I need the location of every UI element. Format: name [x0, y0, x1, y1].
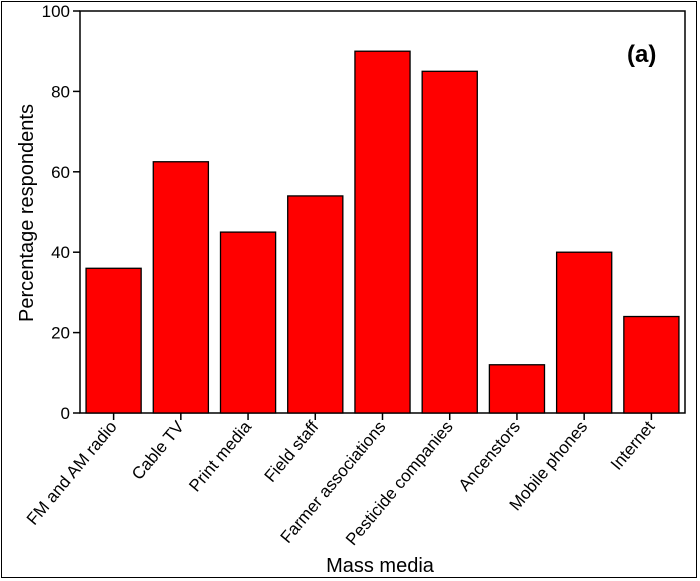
bar: [287, 195, 344, 414]
x-tick-label: Field staff: [261, 417, 323, 486]
bar: [219, 231, 277, 414]
bar: [152, 161, 210, 414]
bar: [85, 267, 142, 414]
y-axis-title: Percentage respondents: [16, 104, 38, 322]
y-tick-label: 40: [51, 243, 70, 262]
y-tick-label: 0: [61, 404, 70, 423]
bars: [85, 50, 680, 414]
x-axis-title: Mass media: [326, 555, 435, 577]
y-tick-label: 20: [51, 324, 70, 343]
bar: [354, 50, 411, 414]
bar: [421, 70, 478, 414]
x-tick-label: Cable TV: [128, 417, 188, 484]
x-tick-label: Internet: [607, 417, 659, 474]
bar: [488, 364, 546, 414]
x-tick-label: Print media: [185, 417, 255, 495]
x-tick-label: Ancenstors: [455, 417, 524, 494]
y-tick-label: 100: [42, 2, 70, 21]
x-tick-label: FM and AM radio: [23, 417, 121, 528]
bar: [623, 315, 680, 414]
y-axis: 0 20 40 60 80 100: [42, 2, 80, 423]
bar: [555, 251, 613, 414]
panel-label: (a): [627, 41, 656, 68]
y-tick-label: 80: [51, 82, 70, 101]
y-tick-label: 60: [51, 163, 70, 182]
